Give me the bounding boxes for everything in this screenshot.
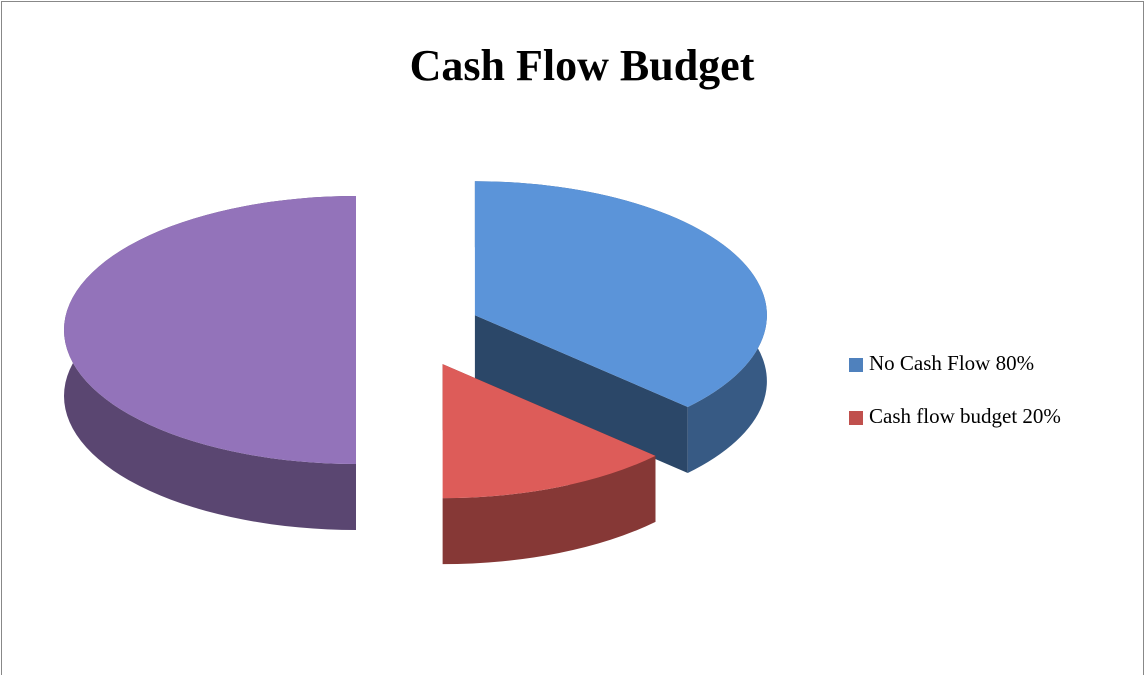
slice-wall — [442, 455, 656, 565]
legend-label: No Cash Flow 80% — [869, 351, 1034, 375]
legend-swatch — [849, 358, 863, 372]
slice — [442, 364, 656, 499]
slice-side — [474, 315, 688, 473]
legend-swatch — [849, 411, 863, 425]
slice — [64, 196, 356, 464]
chart-title: Cash Flow Budget — [410, 41, 755, 90]
legend-label: Cash flow budget 20% — [869, 404, 1061, 428]
slice — [474, 181, 767, 407]
